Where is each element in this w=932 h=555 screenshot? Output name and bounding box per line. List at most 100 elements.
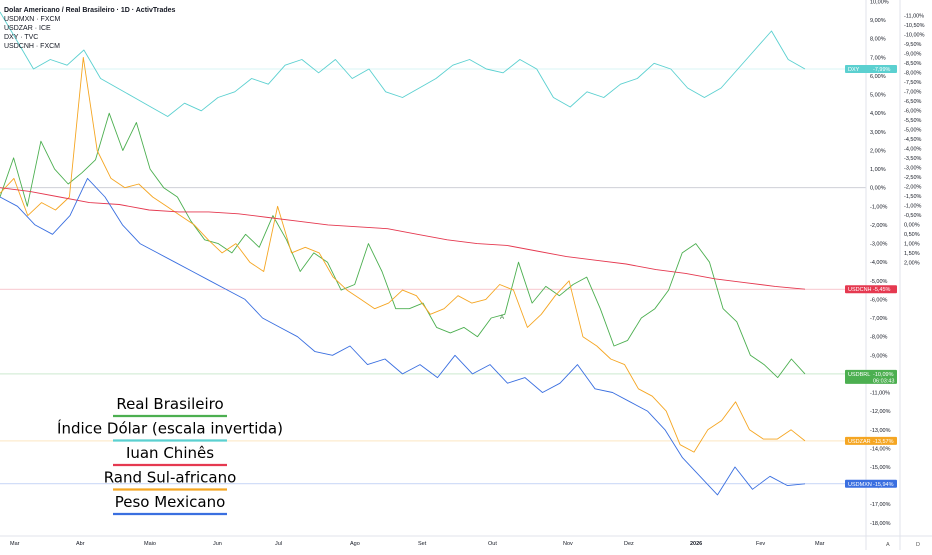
left-tick-label: 2,00%: [870, 149, 886, 155]
badge-symbol: DXY: [848, 67, 860, 73]
right-tick-label: -6,00%: [904, 108, 922, 114]
left-tick-label: 8,00%: [870, 37, 886, 43]
last-value-badge: [845, 479, 897, 488]
right-tick-label: 0,50%: [904, 232, 920, 238]
time-tick-label: Ago: [350, 541, 360, 547]
left-tick-label: 5,00%: [870, 93, 886, 99]
badge-symbol: USDBRL: [848, 372, 870, 378]
series-line-usdcnh: [0, 187, 806, 290]
left-tick-label: -1,00%: [870, 204, 888, 210]
badge-symbol: USDZAR: [848, 439, 871, 445]
chart-title: Dolar Americano / Real Brasileiro · 1D ·…: [4, 7, 176, 14]
time-tick-label: Jul: [275, 541, 282, 547]
badge-value: -13,57%: [873, 439, 894, 445]
series-line-usdzar: [0, 56, 806, 453]
legend-label: Peso Mexicano: [115, 493, 226, 511]
left-tick-label: -18,00%: [870, 521, 891, 527]
legend-label: Índice Dólar (escala invertida): [57, 419, 283, 438]
right-tick-label: 2,00%: [904, 260, 920, 266]
right-tick-label: -3,00%: [904, 165, 922, 171]
series-line-usdmxn: [0, 177, 806, 496]
right-tick-label: -0,50%: [904, 213, 922, 219]
badge-value: -15,94%: [873, 482, 894, 488]
time-tick-label: Nov: [563, 541, 573, 547]
last-value-badge: [845, 369, 897, 384]
right-tick-label: -10,50%: [904, 23, 925, 29]
right-tick-label: -9,50%: [904, 42, 922, 48]
inverted-percent-axis[interactable]: -11,00% -10,50% -10,00% -9,50% -9,00% -8,50% -…: [904, 13, 925, 266]
left-tick-label: -2,00%: [870, 223, 888, 229]
left-tick-label: -13,00%: [870, 428, 891, 434]
right-tick-label: -1,00%: [904, 203, 922, 209]
left-tick-label: -11,00%: [870, 391, 890, 397]
badge-value: -5,45%: [873, 287, 891, 293]
right-tick-label: -2,50%: [904, 175, 922, 181]
badge-symbol: USDCNH: [848, 287, 872, 293]
badge-value: -7,99%: [873, 67, 891, 73]
time-tick-label: Set: [418, 541, 427, 547]
time-tick-label: Maio: [144, 541, 156, 547]
symbol-line: DXY · TVC: [4, 34, 38, 41]
left-tick-label: 0,00%: [870, 186, 886, 192]
left-tick-label: -9,00%: [870, 353, 888, 359]
right-tick-label: -2,00%: [904, 184, 922, 190]
time-tick-label: Fev: [756, 541, 765, 547]
auto-scale-button[interactable]: A: [886, 542, 890, 548]
left-tick-label: 10,00%: [870, 0, 889, 6]
left-tick-label: -15,00%: [870, 465, 891, 471]
series-line-usdbrl: [0, 112, 806, 379]
right-tick-label: -4,50%: [904, 137, 922, 143]
left-tick-label: -14,00%: [870, 446, 891, 452]
time-tick-label: 2026: [690, 541, 702, 547]
time-axis[interactable]: Mar Abr Maio Jun Jul Ago Set Out Nov Dez 2026 Fev Ma…: [10, 541, 825, 547]
right-tick-label: -4,00%: [904, 146, 922, 152]
last-value-badge: [845, 285, 897, 294]
bar-countdown: 06:03:43: [873, 378, 894, 384]
badge-value: -10,09%: [873, 372, 894, 378]
right-tick-label: -6,50%: [904, 99, 922, 105]
right-tick-label: -5,50%: [904, 118, 922, 124]
right-tick-label: -8,00%: [904, 70, 922, 76]
time-tick-label: Out: [488, 541, 497, 547]
time-tick-label: Jun: [213, 541, 222, 547]
series-line-dxy: [0, 11, 806, 117]
badge-symbol: USDMXN: [848, 482, 872, 488]
last-value-badge: [845, 65, 897, 73]
left-tick-label: -17,00%: [870, 502, 891, 508]
right-tick-label: -7,00%: [904, 89, 922, 95]
time-tick-label: Dez: [624, 541, 634, 547]
left-tick-label: -3,00%: [870, 242, 888, 248]
chart-header: Dolar Americano / Real Brasileiro · 1D ·…: [4, 7, 176, 50]
right-tick-label: 0,00%: [904, 222, 920, 228]
time-tick-label: Mar: [10, 541, 20, 547]
left-tick-label: 6,00%: [870, 74, 886, 80]
left-tick-label: 3,00%: [870, 130, 886, 136]
custom-legend: Real Brasileiro Índice Dólar (escala inve…: [57, 395, 283, 516]
right-tick-label: -7,50%: [904, 80, 922, 86]
left-tick-label: 9,00%: [870, 18, 886, 24]
left-tick-label: 1,00%: [870, 167, 886, 173]
chart-annotation: A: [500, 315, 504, 321]
symbol-line: USDMXN · FXCM: [4, 16, 61, 23]
left-tick-label: -4,00%: [870, 260, 888, 266]
right-tick-label: 1,50%: [904, 251, 920, 257]
log-scale-button[interactable]: D: [916, 542, 920, 548]
left-tick-label: -5,00%: [870, 279, 888, 285]
legend-label: Rand Sul-africano: [104, 469, 237, 487]
time-tick-label: Abr: [76, 541, 85, 547]
symbol-line: USDCNH · FXCM: [4, 43, 60, 50]
right-tick-label: -8,50%: [904, 61, 922, 67]
time-tick-label: Mar: [815, 541, 825, 547]
right-tick-label: -11,00%: [904, 13, 924, 19]
left-tick-label: -7,00%: [870, 316, 888, 322]
legend-label: Real Brasileiro: [116, 395, 223, 413]
right-tick-label: -1,50%: [904, 194, 922, 200]
right-tick-label: -3,50%: [904, 156, 922, 162]
left-tick-label: -6,00%: [870, 297, 888, 303]
right-tick-label: -5,00%: [904, 127, 922, 133]
last-value-badge: [845, 436, 897, 445]
left-tick-label: -8,00%: [870, 335, 888, 341]
